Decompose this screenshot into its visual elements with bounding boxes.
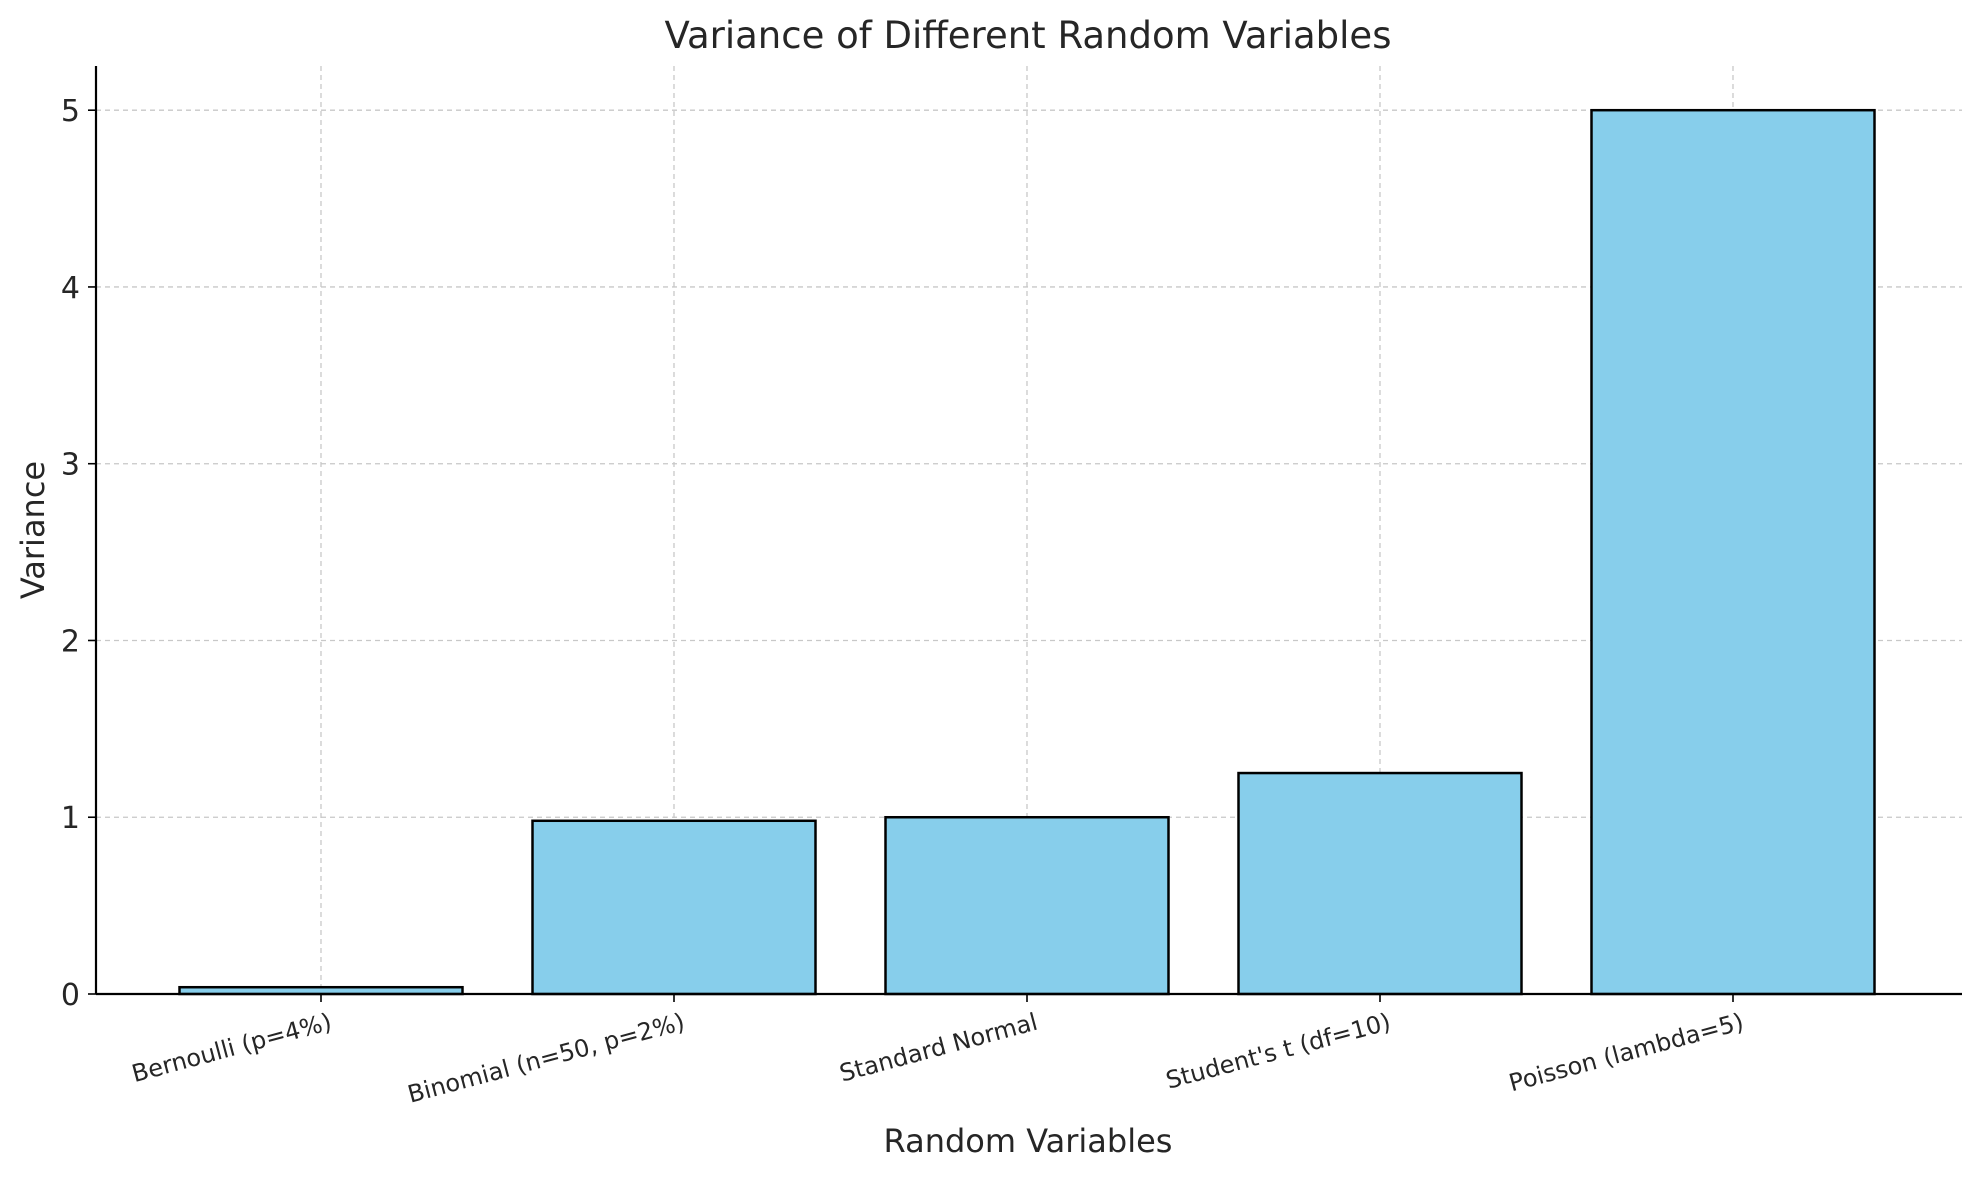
bar [1590, 108, 1876, 996]
bar [1237, 771, 1523, 996]
x-tick-label: Poisson (lambda=5) [1506, 1008, 1747, 1098]
bars-layer [178, 108, 1876, 996]
x-tick-label: Student's t (df=10) [1163, 1008, 1394, 1095]
x-tick-label: Standard Normal [837, 1008, 1041, 1088]
bar [531, 819, 817, 996]
y-tick-label: 2 [61, 624, 80, 659]
y-tick-label: 5 [61, 94, 80, 129]
x-tick-label: Bernoulli (p=4%) [129, 1008, 335, 1088]
axes-layer [94, 66, 1962, 996]
y-tick-label: 4 [61, 271, 80, 306]
y-tick-label: 3 [61, 448, 80, 483]
bar [884, 815, 1170, 996]
y-tick-label: 1 [61, 801, 80, 836]
x-tick-label: Binomial (n=50, p=2%) [405, 1008, 688, 1109]
chart-title: Variance of Different Random Variables [665, 14, 1392, 57]
y-tick-label: 0 [61, 978, 80, 1013]
y-axis-label: Variance [14, 461, 52, 599]
x-axis-label: Random Variables [884, 1122, 1173, 1160]
